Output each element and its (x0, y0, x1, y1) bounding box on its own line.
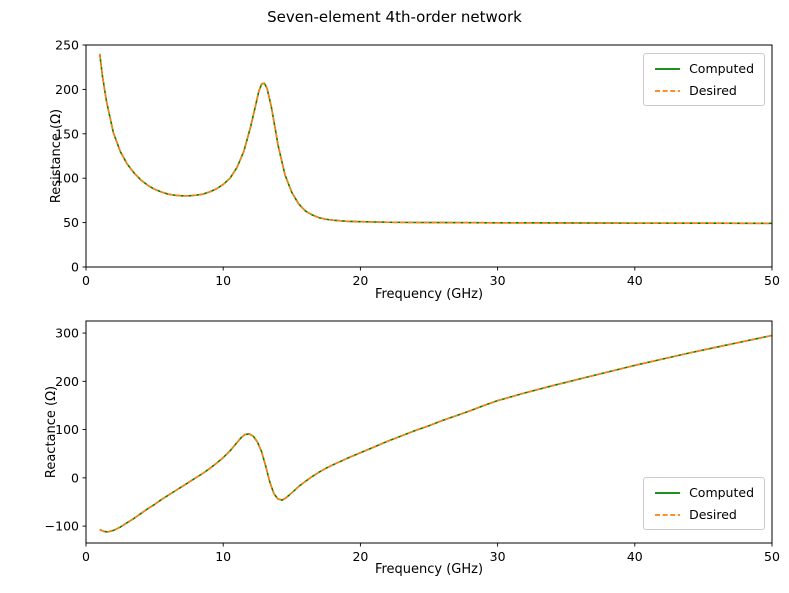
legend-entry-computed: Computed (654, 485, 754, 500)
x-tick-label: 0 (82, 549, 90, 564)
curve-desired (98, 53, 773, 225)
x-tick-label: 10 (215, 549, 231, 564)
reactance-y-axis-label: Reactance (Ω) (44, 385, 59, 479)
y-tick-label: 100 (55, 422, 79, 437)
figure-title: Seven-element 4th-order network (267, 8, 522, 26)
y-tick-label: 50 (63, 215, 79, 230)
y-tick-label: 200 (55, 82, 79, 97)
y-tick-label: 0 (71, 470, 79, 485)
axes-frame (85, 44, 773, 268)
x-tick-label: 30 (490, 273, 506, 288)
legend-label-desired: Desired (689, 507, 737, 522)
legend-entry-desired: Desired (654, 83, 754, 98)
y-tick-label: 250 (55, 38, 79, 53)
legend-entry-computed: Computed (654, 61, 754, 76)
resistance-y-axis-label: Resistance (Ω) (49, 108, 64, 204)
x-tick-label: 50 (764, 549, 780, 564)
resistance-legend: Computed Desired (643, 53, 765, 106)
legend-label-computed: Computed (689, 61, 754, 76)
computed-line-sample (655, 67, 681, 70)
y-tick-label: 150 (55, 126, 79, 141)
resistance-x-axis-label: Frequency (GHz) (374, 287, 484, 302)
y-tick-label: 0 (71, 260, 79, 275)
x-tick-label: 10 (215, 273, 231, 288)
reactance-legend: Computed Desired (643, 477, 765, 530)
x-tick-label: 30 (490, 549, 506, 564)
resistance-plot: 0 10 20 30 40 50 0 50 100 150 200 250 (55, 38, 780, 289)
legend-label-computed: Computed (689, 485, 754, 500)
desired-line-sample (655, 513, 681, 516)
desired-line-sample (655, 89, 681, 92)
x-tick-label: 20 (352, 549, 368, 564)
legend-entry-desired: Desired (654, 507, 754, 522)
computed-line-sample (655, 491, 681, 494)
legend-label-desired: Desired (689, 83, 737, 98)
axes-frame (85, 320, 773, 544)
y-tick-label: 100 (55, 171, 79, 186)
y-tick-label: −100 (45, 519, 79, 534)
y-tick-label: 200 (55, 374, 79, 389)
x-tick-label: 20 (352, 273, 368, 288)
x-tick-label: 0 (82, 273, 90, 288)
curve-desired (99, 334, 773, 533)
reactance-x-axis-label: Frequency (GHz) (374, 562, 484, 577)
x-tick-label: 40 (627, 549, 643, 564)
x-tick-label: 50 (764, 273, 780, 288)
x-tick-label: 40 (627, 273, 643, 288)
y-tick-label: 300 (55, 326, 79, 341)
